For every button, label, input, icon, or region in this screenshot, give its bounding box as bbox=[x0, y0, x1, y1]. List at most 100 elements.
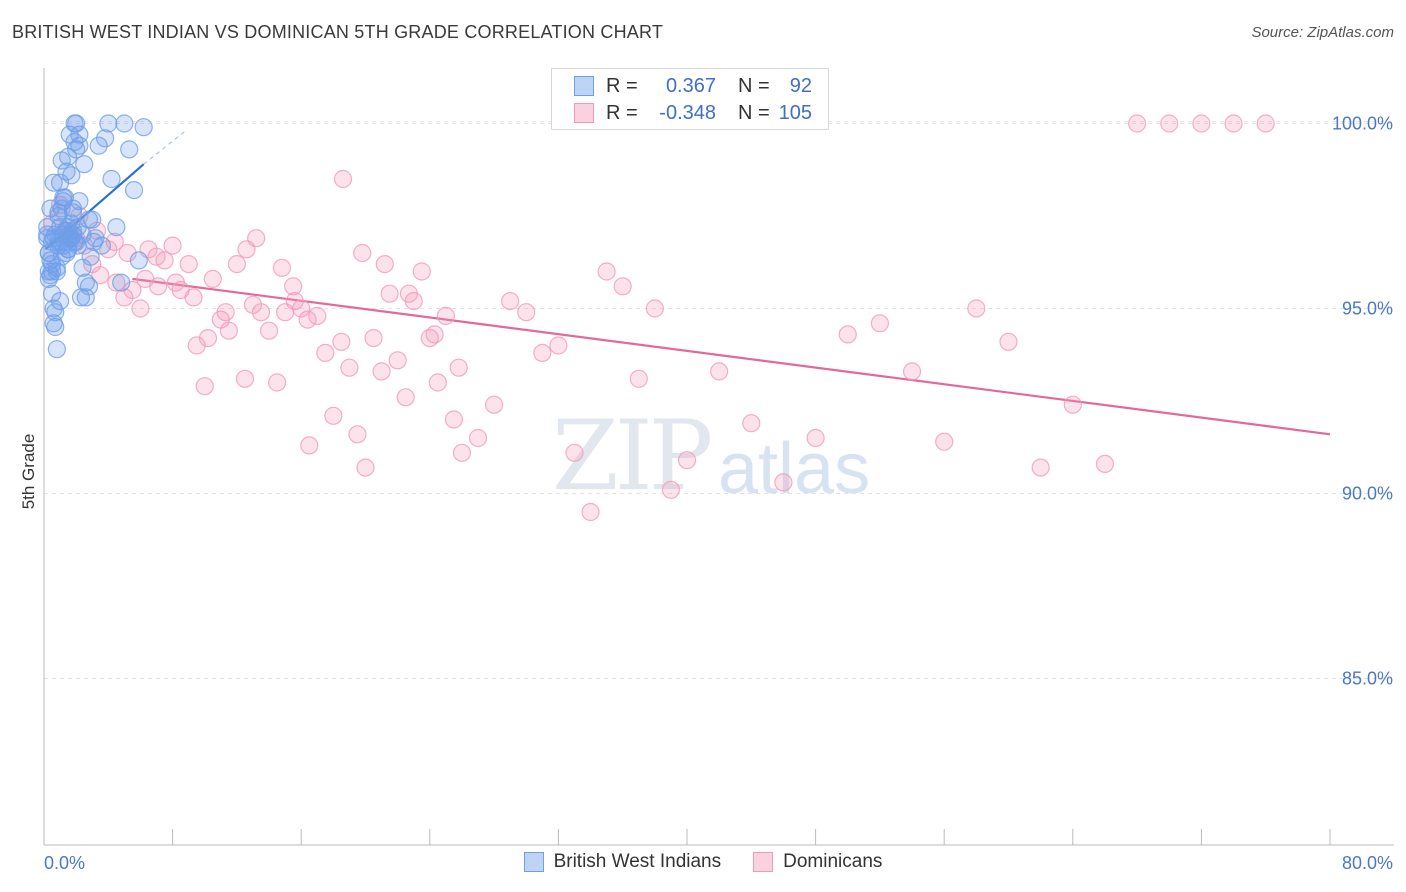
data-points bbox=[38, 114, 1275, 522]
point-british-west-indians bbox=[124, 181, 144, 200]
point-dominicans bbox=[870, 314, 890, 333]
y-axis-title: 5th Grade bbox=[19, 434, 38, 510]
point-dominicans bbox=[412, 262, 431, 281]
x-tick-label-min: 0.0% bbox=[44, 853, 85, 873]
point-british-west-indians bbox=[134, 118, 153, 137]
point-dominicans bbox=[118, 243, 137, 263]
point-dominicans bbox=[399, 284, 419, 303]
point-british-west-indians bbox=[70, 192, 89, 211]
point-dominicans bbox=[353, 243, 372, 263]
point-dominicans bbox=[163, 236, 182, 255]
point-dominicans bbox=[284, 277, 303, 296]
point-dominicans bbox=[452, 443, 472, 462]
point-dominicans bbox=[235, 369, 255, 388]
point-dominicans bbox=[1095, 454, 1115, 473]
point-dominicans bbox=[1160, 114, 1179, 133]
point-british-west-indians bbox=[73, 225, 92, 244]
point-dominicans bbox=[1224, 114, 1243, 133]
point-british-west-indians bbox=[89, 136, 108, 155]
legend-swatch-blue bbox=[523, 852, 544, 872]
point-british-west-indians bbox=[44, 229, 63, 248]
point-dominicans bbox=[179, 255, 198, 274]
point-british-west-indians bbox=[47, 340, 66, 359]
point-dominicans bbox=[380, 284, 399, 303]
legend-label: Dominicans bbox=[783, 851, 883, 872]
point-dominicans bbox=[517, 303, 536, 322]
point-british-west-indians bbox=[95, 129, 115, 148]
legend-swatch-pink bbox=[753, 852, 774, 872]
point-dominicans bbox=[91, 266, 110, 285]
point-british-west-indians bbox=[59, 240, 78, 259]
point-dominicans bbox=[272, 258, 292, 277]
x-tick-label-max: 80.0% bbox=[1342, 853, 1393, 873]
watermark-atlas: atlas bbox=[718, 429, 871, 509]
point-dominicans bbox=[1063, 395, 1082, 414]
y-tick-label: 95.0% bbox=[1342, 299, 1393, 319]
n-label: N = bbox=[738, 74, 770, 97]
point-dominicans bbox=[1192, 114, 1211, 133]
r-label: R = bbox=[606, 101, 638, 124]
point-british-west-indians bbox=[63, 199, 83, 218]
point-dominicans bbox=[425, 325, 444, 344]
point-british-west-indians bbox=[42, 255, 62, 274]
point-dominicans bbox=[227, 255, 246, 274]
point-dominicans bbox=[324, 406, 343, 425]
chart-source: Source: ZipAtlas.com bbox=[1251, 24, 1394, 41]
point-dominicans bbox=[468, 428, 488, 448]
point-dominicans bbox=[449, 358, 468, 377]
y-tick-label: 100.0% bbox=[1332, 114, 1393, 134]
point-british-west-indians bbox=[112, 273, 131, 292]
point-dominicans bbox=[597, 262, 616, 281]
point-dominicans bbox=[661, 480, 681, 499]
point-dominicans bbox=[219, 321, 238, 340]
point-dominicans bbox=[107, 273, 126, 292]
legend-item-dominicans[interactable]: Dominicans bbox=[753, 851, 882, 873]
chart-title: BRITISH WEST INDIAN VS DOMINICAN 5TH GRA… bbox=[12, 22, 664, 42]
point-dominicans bbox=[298, 310, 317, 329]
point-british-west-indians bbox=[120, 140, 139, 159]
point-dominicans bbox=[308, 306, 327, 325]
point-dominicans bbox=[565, 443, 584, 462]
point-dominicans bbox=[902, 362, 922, 381]
n-value: 105 bbox=[778, 101, 812, 124]
point-dominicans bbox=[259, 321, 279, 340]
trend-lines bbox=[44, 130, 1331, 436]
point-dominicans bbox=[838, 325, 857, 344]
point-british-west-indians bbox=[42, 262, 62, 281]
point-british-west-indians bbox=[62, 166, 81, 185]
point-dominicans bbox=[806, 428, 825, 448]
point-dominicans bbox=[372, 362, 391, 381]
point-dominicans bbox=[999, 332, 1018, 351]
point-british-west-indians bbox=[81, 247, 100, 266]
point-dominicans bbox=[300, 436, 319, 455]
legend-series: British West Indians Dominicans bbox=[0, 851, 1406, 873]
point-dominicans bbox=[1127, 114, 1147, 133]
point-dominicans bbox=[332, 332, 351, 351]
point-dominicans bbox=[549, 336, 568, 355]
point-british-west-indians bbox=[75, 155, 94, 174]
point-british-west-indians bbox=[76, 273, 95, 292]
n-label: N = bbox=[738, 101, 770, 124]
point-dominicans bbox=[356, 458, 375, 477]
n-value: 92 bbox=[789, 74, 812, 97]
point-british-west-indians bbox=[46, 303, 65, 322]
legend-item-british-west-indians[interactable]: British West Indians bbox=[523, 851, 721, 873]
point-dominicans bbox=[166, 273, 185, 292]
point-dominicans bbox=[581, 502, 600, 522]
point-british-west-indians bbox=[68, 236, 87, 255]
point-british-west-indians bbox=[102, 169, 121, 189]
point-british-west-indians bbox=[70, 125, 89, 144]
point-british-west-indians bbox=[44, 173, 63, 192]
grid-lines bbox=[44, 121, 1394, 679]
point-british-west-indians bbox=[76, 288, 95, 307]
axes bbox=[43, 68, 1394, 846]
point-dominicans bbox=[485, 395, 504, 414]
point-dominicans bbox=[285, 292, 304, 311]
point-british-west-indians bbox=[67, 114, 86, 133]
legend-stats-row-dominicans: R = -0.348 N = 105 bbox=[552, 100, 812, 126]
point-dominicans bbox=[501, 292, 520, 311]
point-dominicans bbox=[195, 377, 214, 396]
point-dominicans bbox=[333, 169, 353, 189]
axis-labels: 85.0% 90.0% 95.0% 100.0% 0.0% 80.0% 5th Grade bbox=[19, 114, 1393, 874]
